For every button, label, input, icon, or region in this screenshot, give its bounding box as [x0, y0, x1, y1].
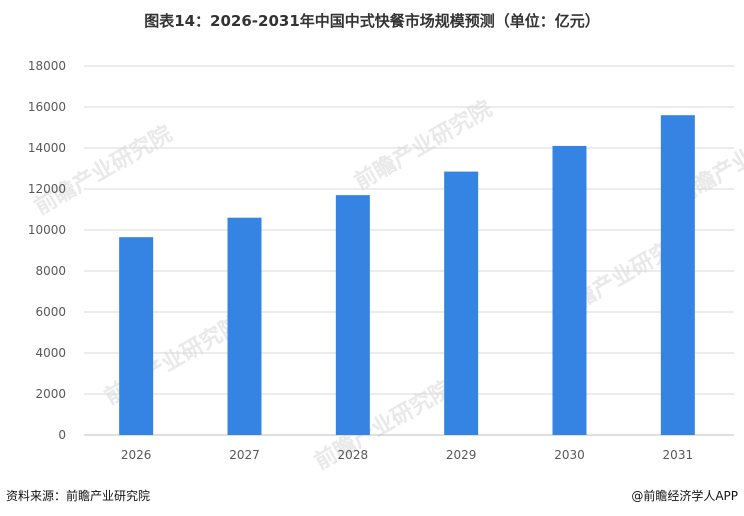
y-tick-label: 8000: [35, 264, 66, 278]
x-tick-label: 2030: [554, 448, 585, 462]
x-tick-label: 2026: [121, 448, 152, 462]
bar-chart: 前瞻产业研究院 前瞻产业研究院前瞻产业研究院前瞻产业研究院前瞻产业研究院前瞻产业研…: [28, 59, 744, 476]
gridlines: [84, 65, 734, 436]
y-tick-label: 2000: [35, 387, 66, 401]
x-tick-label: 2028: [338, 448, 369, 462]
watermark-logo: 前瞻产业研究院: [30, 121, 176, 221]
x-axis-ticks: 2026 2027 2028 2029 2030 2031: [121, 448, 693, 462]
brand-note: @前瞻经济学人APP: [631, 489, 738, 503]
y-tick-label: 14000: [28, 141, 66, 155]
x-tick-label: 2031: [663, 448, 694, 462]
x-tick-label: 2027: [229, 448, 260, 462]
watermark-logo: 前瞻产业研究院: [310, 376, 456, 476]
y-tick-label: 0: [58, 428, 66, 442]
bar-2029: [444, 171, 479, 435]
x-tick-label: 2029: [446, 448, 477, 462]
y-tick-label: 6000: [35, 305, 66, 319]
bars: [119, 115, 695, 435]
bar-2031: [660, 115, 695, 435]
bar-2027: [227, 217, 262, 435]
bar-2028: [335, 195, 370, 435]
bar-2026: [119, 237, 154, 435]
y-axis-ticks: 0 2000 4000 6000 8000 10000 12000 14000 16000 180…: [28, 59, 66, 442]
y-tick-label: 16000: [28, 100, 66, 114]
chart-title: 图表14：2026-2031年中国中式快餐市场规模预测（单位：亿元）: [144, 12, 600, 30]
y-tick-label: 10000: [28, 223, 66, 237]
y-tick-label: 4000: [35, 346, 66, 360]
bar-2030: [552, 145, 587, 435]
y-tick-label: 12000: [28, 182, 66, 196]
y-tick-label: 18000: [28, 59, 66, 73]
source-note: 资料来源：前瞻产业研究院: [6, 489, 151, 503]
